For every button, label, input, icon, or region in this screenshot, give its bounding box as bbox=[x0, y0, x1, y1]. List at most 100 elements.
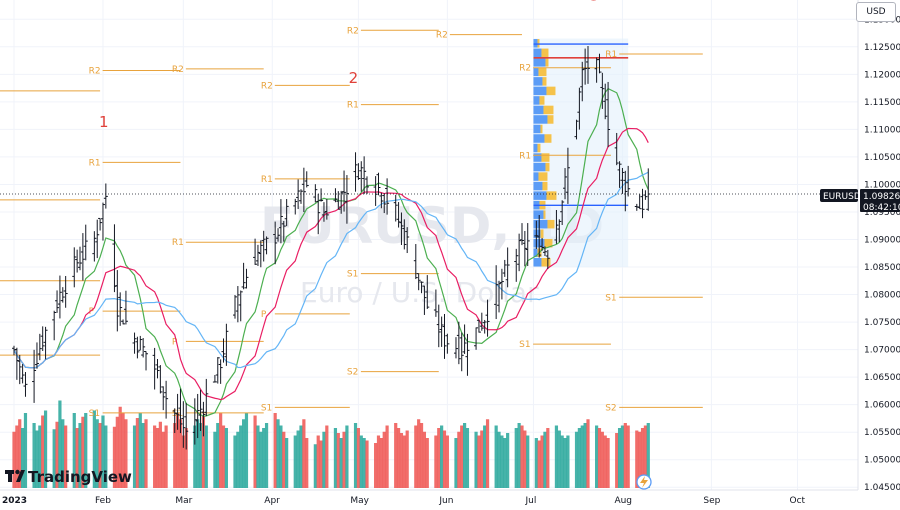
volume-bar bbox=[345, 425, 349, 488]
ohlc-bar bbox=[577, 87, 582, 130]
volume-bar bbox=[445, 435, 449, 488]
volume-bar bbox=[244, 413, 249, 488]
volume-bar bbox=[342, 431, 346, 488]
ohlc-bar bbox=[563, 168, 568, 200]
volume-bar bbox=[396, 428, 401, 488]
volume-profile-row-up bbox=[544, 134, 552, 143]
volume-profile-row-up bbox=[545, 162, 550, 172]
volume-bar bbox=[577, 428, 581, 488]
ohlc-bar bbox=[98, 217, 103, 231]
volume-bar bbox=[201, 415, 206, 488]
volume-bar bbox=[184, 428, 188, 488]
volume-profile-row-up bbox=[541, 153, 550, 162]
volume-bar bbox=[302, 419, 306, 488]
volume-bar bbox=[101, 415, 105, 488]
ohlc-bar bbox=[235, 286, 240, 323]
wave-labels: 1 2 3 bbox=[99, 0, 599, 131]
volume-profile-row-up bbox=[546, 86, 556, 96]
ohlc-bar bbox=[560, 200, 565, 226]
volume-bar bbox=[620, 425, 625, 488]
volume-bar bbox=[236, 431, 240, 488]
volume-bar bbox=[557, 430, 561, 488]
ohlc-bar bbox=[545, 249, 550, 270]
volume-bar bbox=[460, 425, 464, 488]
volume-bar bbox=[135, 418, 140, 488]
ohlc-bar bbox=[244, 268, 249, 289]
volume-profile-row-down bbox=[533, 258, 542, 267]
volume-bar bbox=[606, 438, 610, 488]
volume-bar bbox=[141, 423, 145, 488]
ohlc-bar bbox=[554, 209, 559, 244]
symbol-badge[interactable]: EURUSD bbox=[820, 189, 861, 202]
volume-bar bbox=[422, 431, 427, 488]
ohlc-bar bbox=[100, 202, 105, 241]
volume-bar bbox=[224, 428, 228, 488]
volume-bar bbox=[35, 430, 39, 488]
volume-bar bbox=[537, 440, 541, 488]
time-tick-label: May bbox=[350, 496, 369, 506]
volume-profile-row-up bbox=[543, 210, 546, 219]
ohlc-bar bbox=[376, 172, 381, 196]
volume-bar bbox=[434, 435, 438, 488]
volume-bar bbox=[646, 423, 650, 488]
volume-profile-row-up bbox=[540, 229, 544, 238]
wave-label: 1 bbox=[99, 113, 109, 131]
ohlc-bar bbox=[339, 190, 344, 214]
ohlc-bar bbox=[540, 237, 545, 251]
volume-bar bbox=[442, 430, 447, 488]
volume-bar bbox=[58, 400, 62, 488]
price-tick-label: 1.11000 bbox=[864, 125, 900, 135]
volume-bar bbox=[623, 423, 627, 488]
volume-bar bbox=[144, 419, 148, 488]
ohlc-bar bbox=[623, 170, 628, 212]
ohlc-bar bbox=[497, 280, 502, 313]
moving-average-line bbox=[13, 87, 649, 417]
ohlc-bar bbox=[75, 249, 80, 273]
ohlc-bar bbox=[164, 380, 169, 419]
ohlc-bar bbox=[43, 326, 48, 360]
ohlc-bar bbox=[586, 45, 590, 84]
time-axis[interactable]: 2023 Feb Mar Apr May Jun Jul Aug Sep Oct bbox=[0, 489, 858, 506]
volume-bar bbox=[64, 425, 68, 488]
pivot-label: P bbox=[172, 337, 178, 347]
ohlc-bar bbox=[172, 408, 177, 434]
tradingview-logo[interactable]: TradingView bbox=[5, 468, 132, 486]
volume-bar bbox=[153, 425, 157, 488]
volume-bar bbox=[262, 428, 266, 488]
volume-bar bbox=[55, 421, 59, 488]
volume-profile-row-up bbox=[537, 143, 541, 153]
ohlc-bar bbox=[204, 378, 209, 416]
volume-bar bbox=[12, 431, 16, 488]
volume-profile-row-down bbox=[533, 229, 541, 238]
ohlc-bar bbox=[241, 262, 246, 290]
volume-profile-row-up bbox=[538, 172, 548, 181]
ohlc-bar bbox=[494, 265, 499, 320]
ohlc-bar bbox=[365, 176, 370, 195]
price-axis[interactable]: 1.130001.125001.120001.115001.110001.105… bbox=[857, 0, 900, 493]
alert-icon[interactable] bbox=[636, 474, 652, 490]
ohlc-bar bbox=[32, 349, 37, 403]
ohlc-bar bbox=[158, 365, 163, 394]
volume-bar bbox=[563, 438, 567, 488]
volume-bar bbox=[158, 421, 162, 488]
ohlc-bar bbox=[399, 212, 404, 246]
ohlc-bar bbox=[413, 244, 418, 280]
ohlc-bar bbox=[479, 312, 484, 331]
volume-bar bbox=[454, 438, 458, 488]
symbol-badge-bg bbox=[820, 189, 858, 202]
ohlc-bar bbox=[433, 289, 438, 317]
ohlc-bar bbox=[238, 290, 243, 322]
ohlc-bar bbox=[502, 259, 507, 277]
watermark-description: Euro / U.S. Dollar bbox=[300, 276, 539, 309]
price-tick-label: 1.07000 bbox=[864, 346, 900, 356]
pivot-label: S2 bbox=[347, 368, 358, 378]
volume-bar bbox=[480, 430, 484, 488]
ohlc-bar bbox=[359, 161, 364, 192]
volume-bar bbox=[273, 413, 277, 488]
ohlc-bar bbox=[419, 281, 424, 294]
ohlc-bar bbox=[382, 193, 387, 214]
currency-button[interactable]: USD bbox=[856, 2, 896, 22]
volume-bar bbox=[560, 435, 564, 488]
ohlc-bar bbox=[161, 386, 166, 411]
